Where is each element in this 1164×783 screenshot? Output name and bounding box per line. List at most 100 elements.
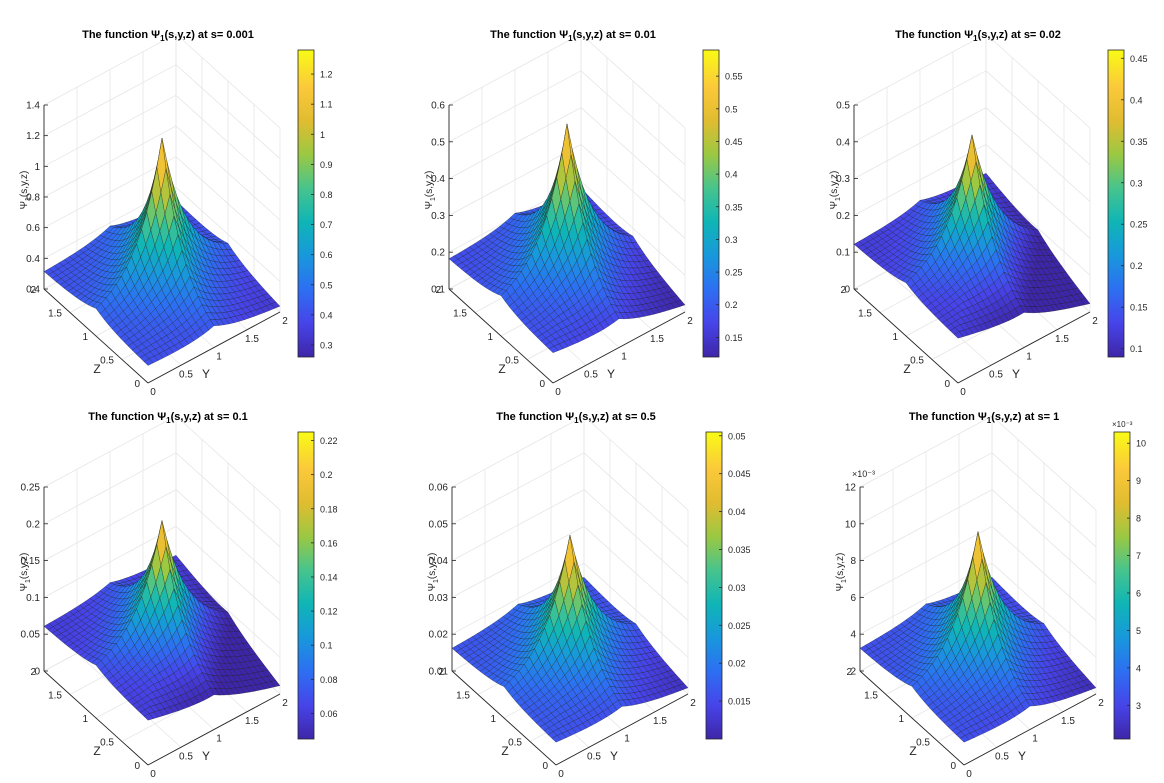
colorbar-tick-label: 0.4 [1130,95,1143,105]
y-axis-label: Y [1012,367,1020,381]
y-axis-line [147,311,281,384]
value-tick-label: 0.3 [836,174,850,185]
value-tick-label: 0.1 [26,593,40,604]
grid-line [175,33,281,129]
z-axis-label: Z [93,744,100,758]
surface-cell [551,735,562,743]
grid-line [583,415,689,511]
grid-line [43,33,177,106]
colorbar-tick-label: 0.25 [725,268,743,278]
grid-line [991,526,1097,621]
grid-line [175,156,281,251]
value-tick-label: 0.6 [26,223,40,234]
grid-line [853,70,987,143]
z-axis-tick-label: 2 [435,285,441,296]
y-axis-line [555,693,689,766]
surface-plot [853,134,1091,339]
colorbar-exponent: ×10⁻³ [1112,420,1133,429]
colorbar-tick-label: 0.4 [725,170,738,180]
z-axis-tick-label: 0 [950,761,956,772]
grid-line [175,187,281,282]
colorbar-tick-label: 0.03 [728,583,746,593]
z-axis-tick-label: 1 [487,332,493,343]
value-tick-label: 0.04 [429,556,449,567]
grid-line [43,489,177,561]
value-tick-label: 0.15 [21,556,41,567]
z-axis-tick-label: 2 [30,285,36,296]
colorbar-tick-label: 0.025 [728,621,751,631]
grid-line [580,180,686,276]
value-tick-label: 0.05 [21,630,41,641]
colorbar-gradient [1107,49,1125,358]
y-axis-tick-label: 1 [621,352,627,363]
z-axis-tick-label: 0 [944,379,950,390]
y-axis-line [957,311,1091,384]
value-axis-ticks: 0.4 0.4 0.6 0.8 1 1.2 1.4 [26,101,48,296]
grid-line [448,144,582,216]
colorbar-tick-label: 0.045 [728,469,751,479]
z-axis-tick-label: 2 [30,667,36,678]
axes-lines [448,105,686,384]
colorbar-tick-label: 0.12 [320,607,338,617]
y-axis-label: Y [610,749,618,763]
y-axis-tick-label: 0.5 [989,369,1003,380]
colorbar-tick-label: 0.18 [320,504,338,514]
colorbar-tick-label: 0.35 [1130,137,1148,147]
grid-line [859,489,993,561]
value-axis-ticks: 0.1 0.2 0.3 0.4 0.5 0.6 [431,101,453,296]
z-axis-tick-label: 1.5 [864,691,878,702]
grid-line [448,33,582,106]
grid-line [43,156,177,229]
z-axis-line [451,670,557,766]
value-tick-label: 0 [34,667,40,678]
y-axis-label: Y [202,749,210,763]
grid-line [985,107,1091,202]
z-axis-line [448,288,554,384]
z-axis-tick-label: 0.5 [508,738,522,749]
grid-line [859,452,993,525]
z-axis-tick-label: 0.5 [100,738,114,749]
y-axis-tick-label: 2 [1092,316,1098,327]
grid-line [991,489,1097,584]
grid-line [175,415,281,511]
y-axis-tick-label: 0.5 [587,751,601,762]
colorbar-gradient [705,431,723,740]
y-axis-label: Y [202,367,210,381]
z-axis-tick-label: 0 [539,379,545,390]
z-axis-line [853,288,959,384]
grid-line [853,144,987,216]
z-axis-line [43,288,149,384]
subplot-6: 2 4 6 8 10 12 ×10⁻³ 0 0.5 1 1.5 2 0 0.5 1 1.5 2 Y Z Ψ1(s,y,… [835,411,1146,780]
value-axis-label: Ψ1(s,y,z) [829,171,842,210]
value-axis-exponent: ×10⁻³ [852,469,875,479]
colorbar-tick-label: 0.05 [728,431,746,441]
grid-line [580,33,686,129]
value-tick-label: 1 [34,162,40,173]
surface-cell [548,345,559,353]
y-axis-tick-label: 1 [216,352,222,363]
colorbar-tick-label: 0.45 [725,137,743,147]
grid-line [43,94,177,167]
z-axis-line [859,670,965,766]
grid-line [451,452,585,525]
y-axis-tick-label: 0 [150,387,156,398]
colorbar-tick-label: 0.3 [725,235,738,245]
grid-line [985,33,1091,129]
value-tick-label: 4 [850,630,856,641]
value-tick-label: 0.02 [429,630,449,641]
y-axis-tick-label: 0 [966,769,972,780]
value-tick-label: 0.5 [836,101,850,112]
grid-line [43,526,177,598]
plot-title: The function Ψ1(s,y,z) at s= 0.02 [895,29,1061,43]
grid-line [859,526,993,598]
y-axis-tick-label: 1.5 [650,334,664,345]
colorbar: 0.1 0.15 0.2 0.25 0.3 0.35 0.4 0.45 [1107,49,1148,358]
z-axis-label: Z [909,744,916,758]
colorbar-tick-label: 0.15 [725,333,743,343]
grid-line [583,562,689,658]
y-axis-tick-label: 1 [216,734,222,745]
colorbar-tick-label: 0.6 [320,250,333,260]
z-axis-tick-label: 0.5 [505,356,519,367]
value-tick-label: 2 [850,667,856,678]
z-axis-tick-label: 1 [82,332,88,343]
